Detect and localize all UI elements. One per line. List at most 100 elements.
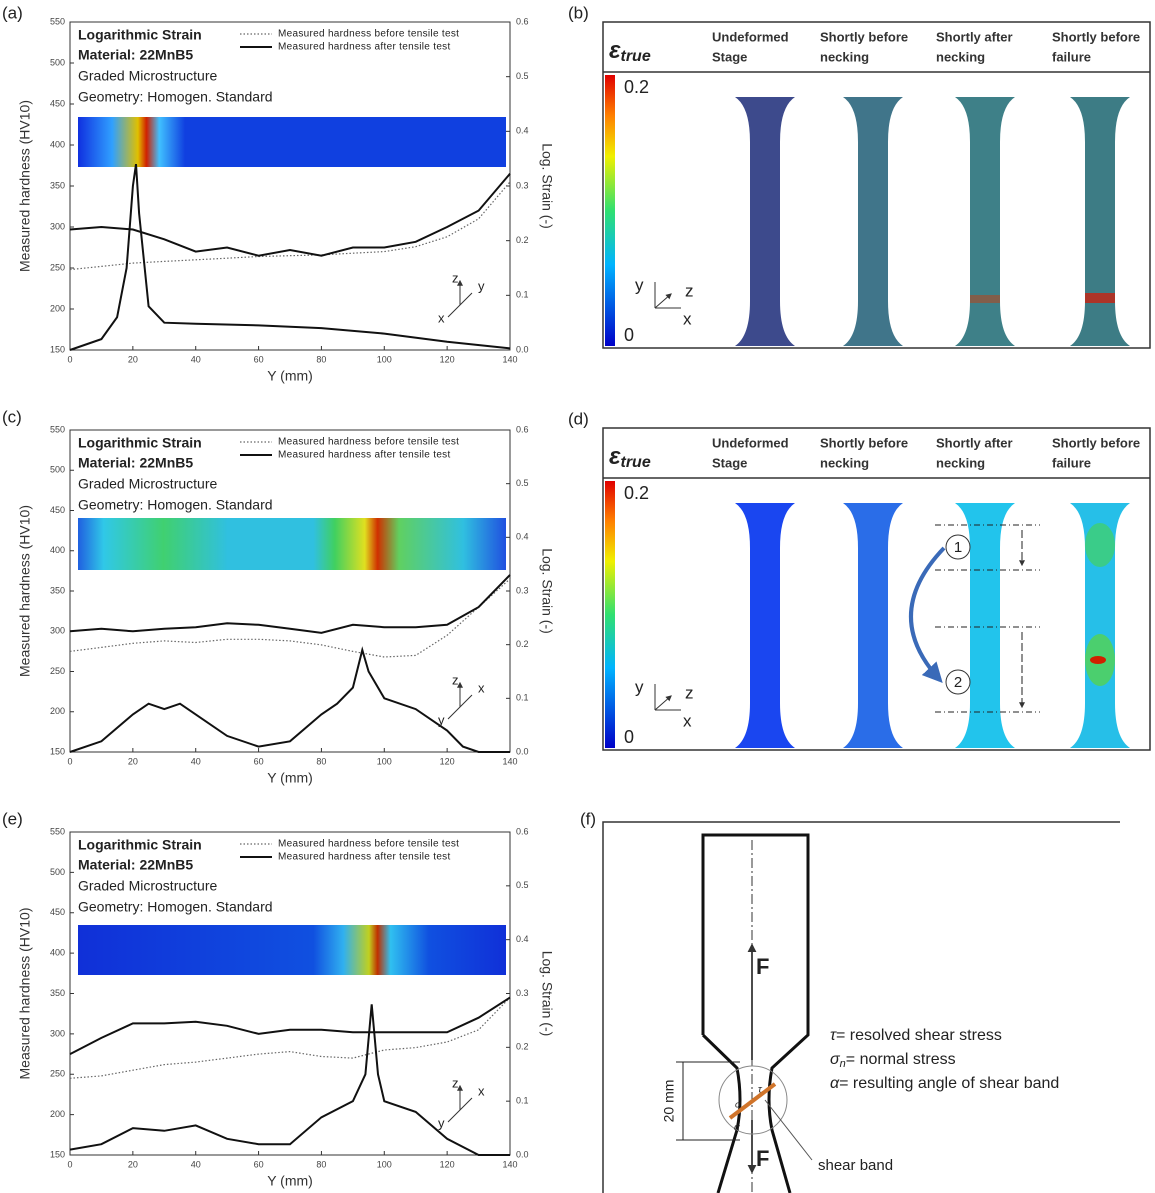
y2-tick-label: 0.1	[516, 1096, 529, 1106]
triad-label: x	[478, 680, 485, 695]
legend-entry: τ= resolved shear stress	[830, 1027, 1002, 1044]
hardness-line	[69, 574, 511, 634]
y-tick-label: 400	[50, 948, 65, 958]
y-tick-label: 500	[50, 465, 65, 475]
x-tick-label: 60	[254, 1159, 264, 1169]
strain-symbol: εtrue	[609, 443, 651, 471]
neck-band	[970, 295, 1000, 303]
legend-label: Measured hardness after tensile test	[278, 42, 451, 53]
y2-tick-label: 0.5	[516, 880, 529, 890]
panel-label: (c)	[2, 407, 22, 426]
panel-label: (b)	[568, 3, 589, 22]
legend-label: Measured hardness before tensile test	[278, 29, 459, 40]
x-tick-label: 40	[191, 354, 201, 364]
panel-label: (f)	[580, 809, 596, 828]
dimension-label: 20 mm	[661, 1080, 677, 1123]
chart-title: Logarithmic Strain	[78, 837, 202, 853]
annotation: Graded Microstructure	[78, 68, 217, 84]
x-tick-label: 0	[67, 756, 72, 766]
y-tick-label: 300	[50, 221, 65, 231]
stage-heading: Shortly before	[1052, 435, 1140, 450]
annotation: Graded Microstructure	[78, 476, 217, 492]
legend-text: = resolved shear stress	[836, 1027, 1002, 1044]
x-axis-label: Y (mm)	[267, 770, 313, 786]
y-tick-label: 450	[50, 505, 65, 515]
legend-label: Measured hardness before tensile test	[278, 839, 459, 850]
y2-tick-label: 0.2	[516, 235, 529, 245]
strain-symbol-sub: true	[620, 48, 650, 65]
x-tick-label: 80	[316, 354, 326, 364]
y2-tick-label: 0.4	[516, 532, 529, 542]
triad-label: x	[438, 310, 445, 325]
y2-axis-label: Log. Strain (-)	[539, 548, 555, 634]
y-tick-label: 500	[50, 867, 65, 877]
legend-text: = normal stress	[846, 1051, 956, 1068]
y-tick-label: 250	[50, 1069, 65, 1079]
x-tick-label: 120	[440, 354, 455, 364]
y2-tick-label: 0.3	[516, 988, 529, 998]
triad-label: x	[478, 1083, 485, 1098]
annotation: Geometry: Homogen. Standard	[78, 89, 273, 105]
transfer-arrow	[909, 546, 946, 683]
scale-min: 0	[624, 325, 634, 345]
y-tick-label: 350	[50, 988, 65, 998]
zone-marker-label: 1	[954, 539, 962, 556]
y-tick-label: 350	[50, 585, 65, 595]
strain-line	[69, 1004, 510, 1156]
strain-field	[78, 117, 506, 167]
stage-heading: Shortly after	[936, 29, 1013, 44]
panel-label: (a)	[2, 3, 23, 22]
legend-label: Measured hardness after tensile test	[278, 450, 451, 461]
y-tick-label: 250	[50, 666, 65, 676]
stage-heading: necking	[820, 49, 869, 64]
y2-tick-label: 0.6	[516, 424, 529, 434]
panel-frame	[602, 821, 1120, 1193]
y2-tick-label: 0.5	[516, 478, 529, 488]
triad-label: x	[683, 309, 692, 328]
x-tick-label: 120	[440, 1159, 455, 1169]
triad-label: y	[438, 712, 445, 727]
y2-axis-label: Log. Strain (-)	[539, 143, 555, 229]
x-tick-label: 100	[377, 756, 392, 766]
x-tick-label: 60	[254, 756, 264, 766]
triad-label: z	[685, 281, 694, 300]
annotation: Material: 22MnB5	[78, 47, 193, 63]
legend-symbol: α	[830, 1075, 840, 1092]
detail-symbol: τ	[758, 1085, 763, 1096]
legend-sub: n	[840, 1058, 846, 1070]
y-tick-label: 300	[50, 1028, 65, 1038]
strain-symbol-base: ε	[609, 443, 621, 470]
triad	[654, 684, 681, 711]
triad	[654, 282, 681, 309]
legend-label: Measured hardness before tensile test	[278, 437, 459, 448]
specimen	[735, 503, 795, 748]
triad-label: y	[478, 278, 485, 293]
x-tick-label: 0	[67, 354, 72, 364]
triad-label: y	[635, 677, 644, 696]
triad-label: x	[683, 711, 692, 730]
detail-symbol: σ	[735, 1099, 741, 1109]
x-tick-label: 40	[191, 756, 201, 766]
x-tick-label: 100	[377, 354, 392, 364]
detail-circle	[718, 1065, 788, 1135]
x-tick-label: 0	[67, 1159, 72, 1169]
y-tick-label: 150	[50, 746, 65, 756]
stage-heading: necking	[936, 455, 985, 470]
y2-tick-label: 0.1	[516, 290, 529, 300]
triad-label: y	[635, 275, 644, 294]
y-tick-label: 150	[50, 344, 65, 354]
callout: shear band	[818, 1157, 893, 1174]
y-tick-label: 550	[50, 424, 65, 434]
stage-heading: Shortly after	[936, 435, 1013, 450]
y-tick-label: 250	[50, 262, 65, 272]
legend-text: = resulting angle of shear band	[839, 1075, 1059, 1092]
zone-marker	[945, 534, 971, 560]
x-tick-label: 40	[191, 1159, 201, 1169]
hardness-line	[69, 997, 511, 1079]
y2-tick-label: 0.5	[516, 71, 529, 81]
triad-label: y	[438, 1115, 445, 1130]
specimen	[1070, 503, 1130, 748]
strain-symbol: εtrue	[609, 37, 651, 65]
y-tick-label: 550	[50, 826, 65, 836]
